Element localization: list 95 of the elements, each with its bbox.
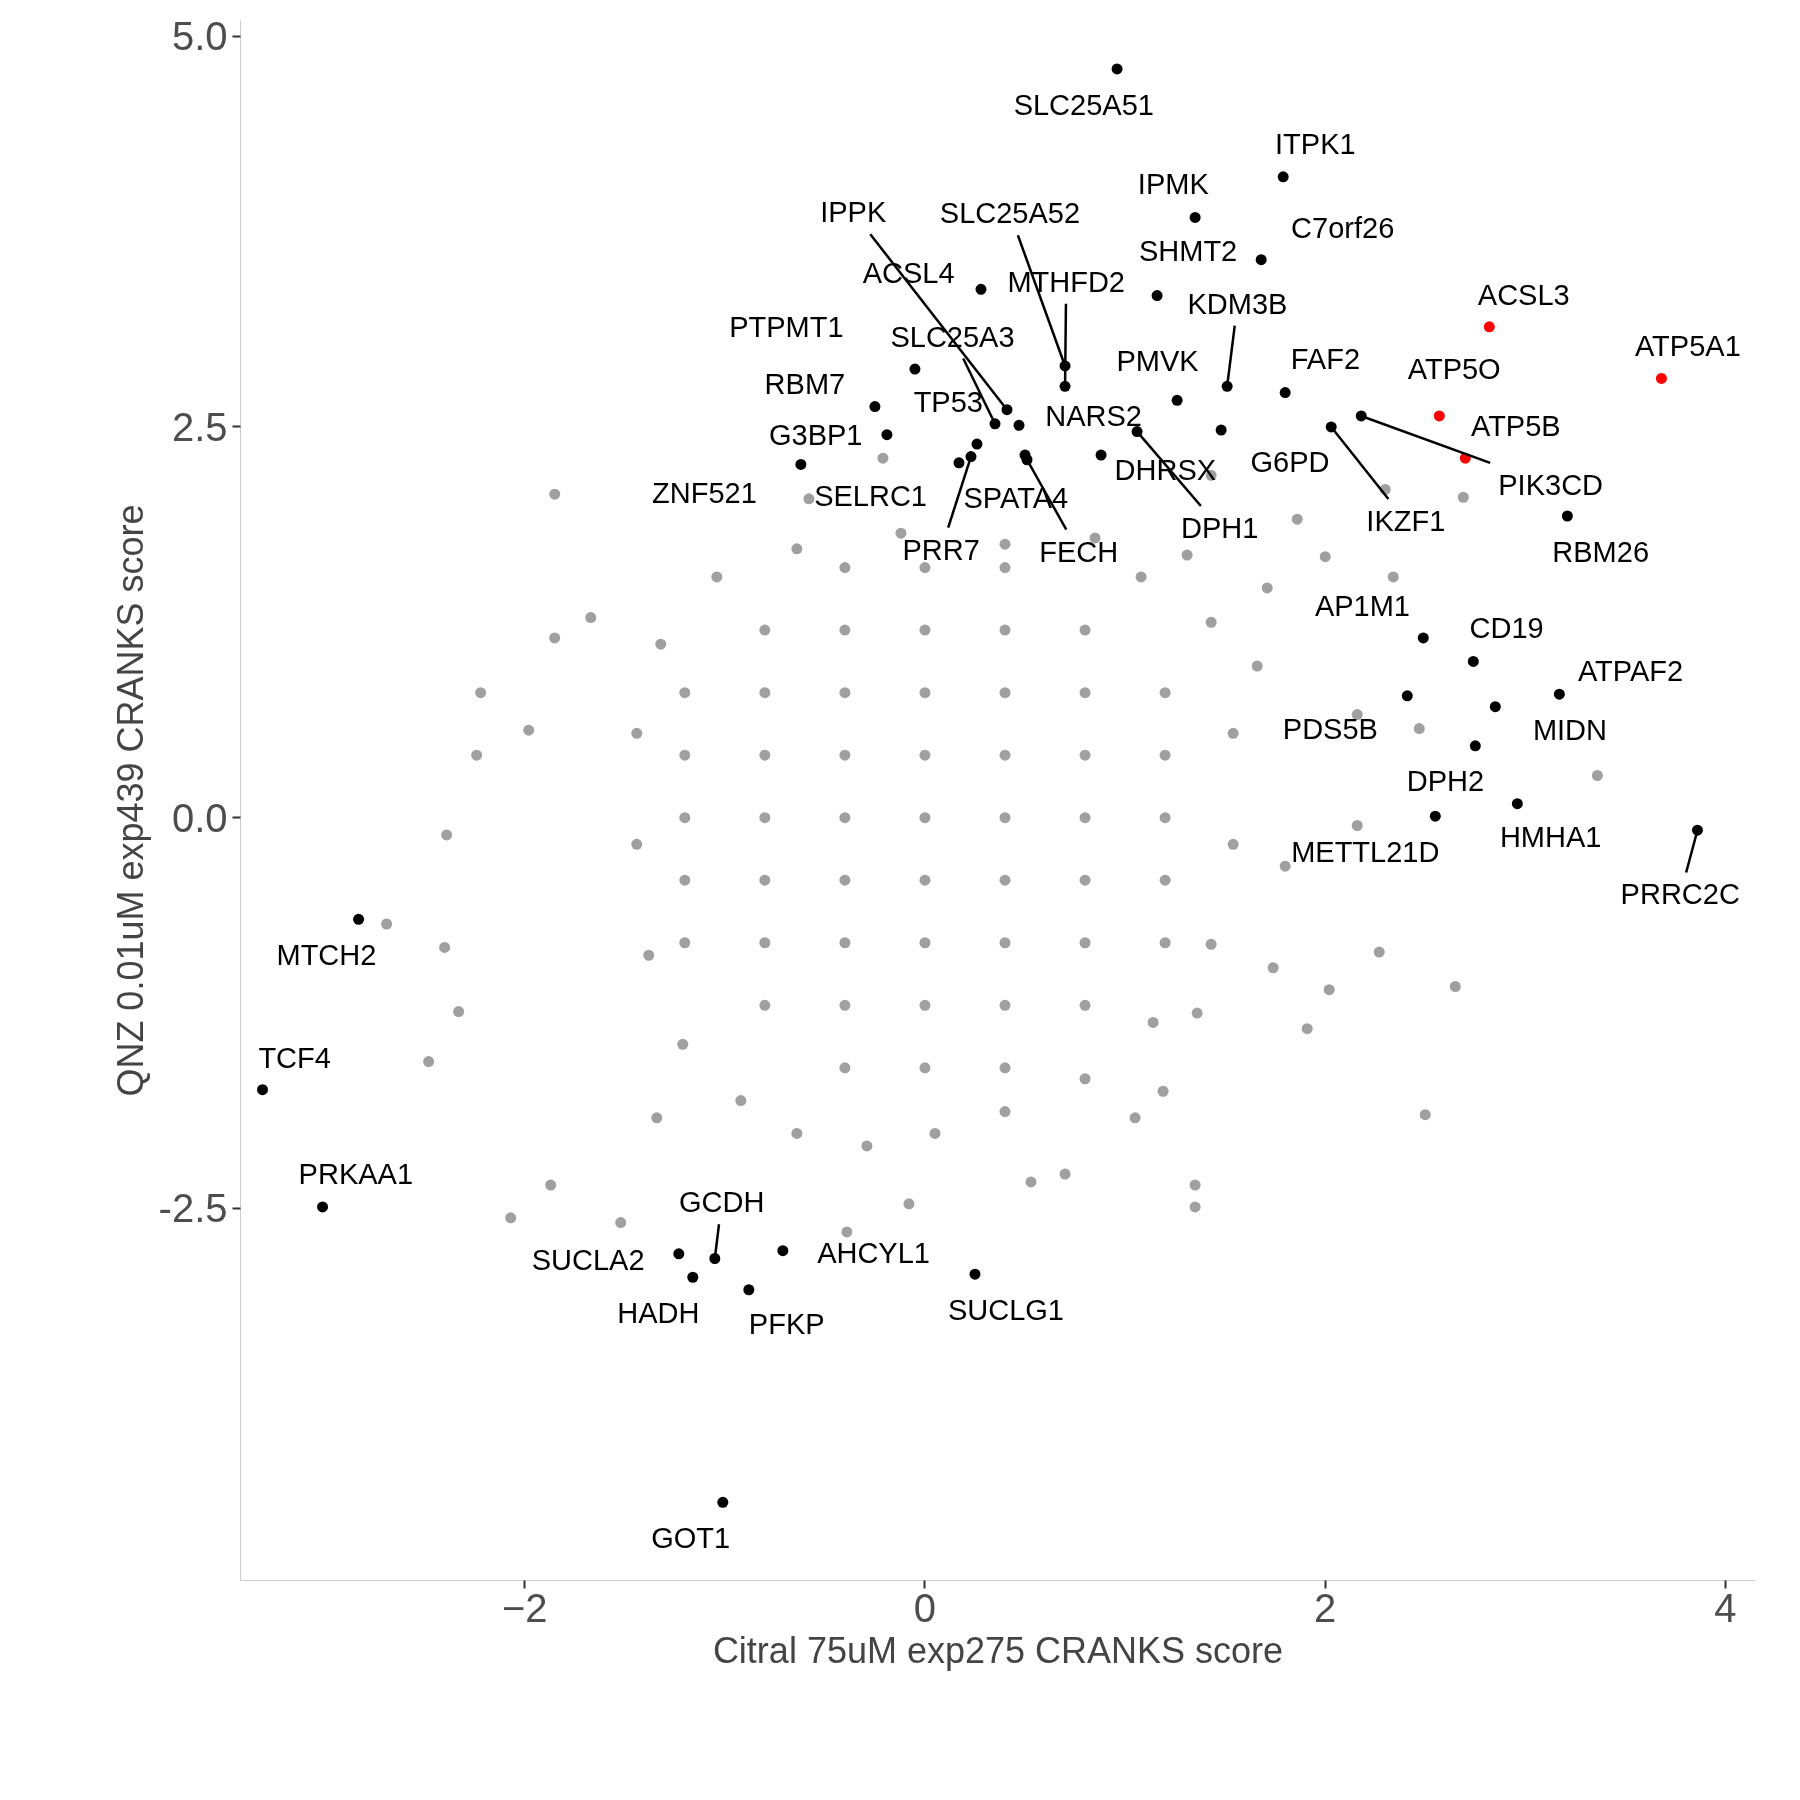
point — [1489, 701, 1501, 713]
point — [1171, 394, 1183, 406]
annotation: IPPK — [820, 196, 887, 229]
annotation: NARS2 — [1045, 400, 1142, 433]
point — [869, 401, 881, 413]
annotation: RBM7 — [764, 367, 846, 400]
annotation: ATP5O — [1407, 352, 1501, 385]
point — [673, 1248, 685, 1260]
y-axis-title: QNZ 0.01uM exp439 CRANKS score — [109, 504, 151, 1097]
point — [971, 438, 983, 450]
y-tick-label: 5.0 — [171, 14, 228, 59]
annotation: AHCYL1 — [817, 1236, 930, 1269]
annotation: PMVK — [1116, 345, 1200, 378]
point — [1401, 690, 1413, 702]
point — [717, 1496, 729, 1508]
annotation: C7orf26 — [1291, 211, 1395, 244]
point — [1189, 211, 1201, 223]
annotation: IPMK — [1137, 168, 1210, 201]
point — [1215, 424, 1227, 436]
point — [953, 457, 965, 469]
annotation: ACSL3 — [1477, 278, 1570, 311]
point — [975, 283, 987, 295]
point — [1561, 510, 1573, 522]
annotation: CD19 — [1469, 612, 1544, 645]
point — [795, 458, 807, 470]
x-tick-label: 4 — [1714, 1585, 1737, 1630]
annotation: TCF4 — [258, 1041, 331, 1074]
annotation: HMHA1 — [1499, 820, 1602, 853]
point — [687, 1271, 699, 1283]
point — [317, 1201, 329, 1213]
annotation: PDS5B — [1282, 713, 1378, 746]
annotation: HADH — [617, 1296, 700, 1329]
x-axis-title: Citral 75uM exp275 CRANKS score — [712, 1629, 1284, 1671]
point — [1279, 387, 1291, 399]
annotation: PRRC2C — [1620, 878, 1740, 911]
y-tick-label: -2.5 — [158, 1186, 228, 1231]
point — [969, 1268, 981, 1280]
point — [1483, 321, 1495, 333]
point — [1013, 419, 1025, 431]
annotation: TP53 — [913, 385, 983, 418]
point — [1111, 63, 1123, 75]
annotation: G3BP1 — [769, 418, 863, 451]
point — [1433, 410, 1445, 422]
annotation: PFKP — [748, 1308, 825, 1341]
annotation: KDM3B — [1187, 287, 1288, 320]
annotation: SLC25A51 — [1013, 88, 1154, 121]
annotation: MIDN — [1532, 713, 1607, 746]
point — [881, 429, 893, 441]
point — [1511, 798, 1523, 810]
y-tick-label: 0.0 — [171, 795, 228, 840]
point — [1417, 632, 1429, 644]
x-tick-label: −2 — [501, 1585, 548, 1630]
point — [909, 363, 921, 375]
annotation: GOT1 — [651, 1521, 731, 1554]
annotation: SUCLG1 — [947, 1293, 1065, 1326]
annotation: AP1M1 — [1314, 589, 1410, 622]
annotation: DPH1 — [1181, 512, 1259, 545]
point — [777, 1245, 789, 1257]
annotation: IKZF1 — [1366, 505, 1446, 538]
annotation: ITPK1 — [1275, 127, 1356, 160]
annotation: SLC25A52 — [939, 197, 1081, 230]
annotation: PIK3CD — [1498, 468, 1604, 501]
point — [1255, 254, 1267, 266]
annotation: ZNF521 — [652, 477, 757, 510]
y-tick-label: 2.5 — [171, 404, 228, 449]
point — [1553, 688, 1565, 700]
annotation: PRR7 — [902, 533, 980, 566]
annotation: SHMT2 — [1138, 234, 1238, 267]
annotation: G6PD — [1250, 446, 1330, 479]
point — [1277, 171, 1289, 183]
annotation: DPH2 — [1406, 765, 1485, 798]
point — [743, 1284, 755, 1296]
point — [257, 1084, 269, 1096]
point — [1469, 740, 1481, 752]
annotation: METTL21D — [1291, 835, 1440, 868]
annotation: GCDH — [679, 1186, 765, 1219]
annotation: PRKAA1 — [298, 1157, 414, 1190]
annotation: SUCLA2 — [531, 1243, 645, 1276]
x-tick-label: 2 — [1314, 1585, 1337, 1630]
annotation: PTPMT1 — [729, 310, 844, 343]
annotation: FAF2 — [1290, 343, 1361, 376]
x-tick-label: 0 — [913, 1585, 937, 1630]
point — [1655, 372, 1667, 384]
point — [353, 913, 365, 925]
annotation: ATP5B — [1470, 410, 1561, 443]
annotation: FECH — [1039, 535, 1119, 568]
annotation: ATPAF2 — [1577, 655, 1684, 688]
point — [1467, 655, 1479, 667]
point — [1151, 290, 1163, 302]
point — [1429, 810, 1441, 822]
point — [1095, 449, 1107, 461]
annotation: MTCH2 — [276, 938, 377, 971]
annotation: SELRC1 — [814, 480, 927, 513]
annotation: ATP5A1 — [1634, 330, 1741, 363]
annotation: RBM26 — [1552, 535, 1650, 568]
